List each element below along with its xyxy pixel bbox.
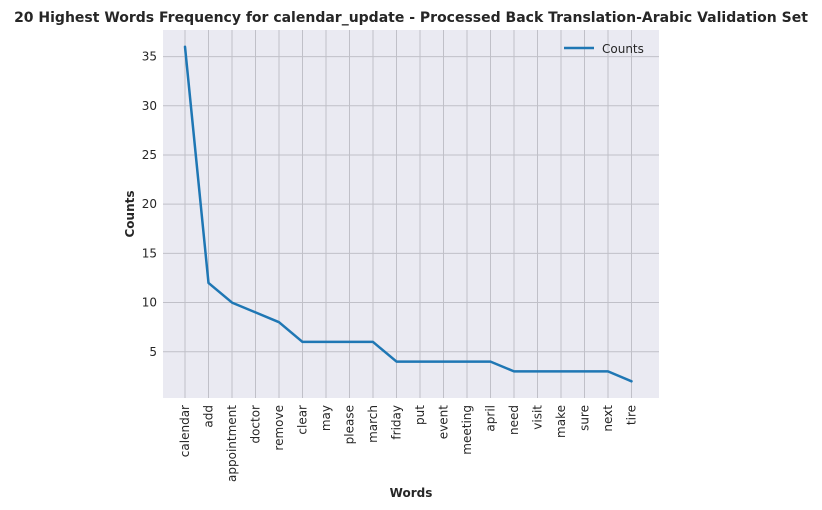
x-tick-label: event <box>437 405 451 439</box>
y-axis-ticks: 5 10 15 20 25 30 35 <box>142 50 157 359</box>
x-tick-label: appointment <box>225 405 239 482</box>
y-tick-label: 25 <box>142 148 157 162</box>
legend-label-counts: Counts <box>602 42 644 56</box>
plot-area <box>163 30 659 398</box>
x-tick-label: need <box>507 405 521 435</box>
y-tick-label: 15 <box>142 246 157 260</box>
x-tick-label: march <box>366 405 380 443</box>
x-tick-label: april <box>484 405 498 432</box>
x-tick-label: make <box>554 405 568 438</box>
y-axis-title: Counts <box>123 190 137 237</box>
x-tick-label: calendar <box>178 405 192 457</box>
x-tick-label: clear <box>296 405 310 435</box>
x-tick-label: remove <box>272 405 286 451</box>
y-tick-label: 10 <box>142 296 157 310</box>
y-tick-label: 5 <box>149 345 157 359</box>
x-tick-label: put <box>413 405 427 425</box>
x-tick-label: next <box>601 405 615 432</box>
x-tick-label: visit <box>531 405 545 430</box>
x-tick-label: sure <box>578 405 592 431</box>
x-tick-label: tire <box>625 405 639 425</box>
x-tick-label: add <box>202 405 216 428</box>
x-tick-label: please <box>343 405 357 444</box>
y-tick-label: 35 <box>142 50 157 64</box>
y-tick-label: 30 <box>142 99 157 113</box>
x-tick-label: may <box>319 405 333 431</box>
y-tick-label: 20 <box>142 197 157 211</box>
x-axis-ticks: calendar add appointment doctor remove clear m… <box>178 405 639 482</box>
legend: Counts <box>564 42 644 56</box>
grid-lines <box>163 30 659 398</box>
series-line-counts <box>183 45 633 383</box>
x-tick-label: meeting <box>460 405 474 455</box>
x-tick-label: doctor <box>249 405 263 444</box>
series-layer <box>183 45 633 383</box>
x-tick-label: friday <box>390 405 404 440</box>
x-axis-title: Words <box>390 486 433 500</box>
chart-title: 20 Highest Words Frequency for calendar_… <box>14 10 808 26</box>
